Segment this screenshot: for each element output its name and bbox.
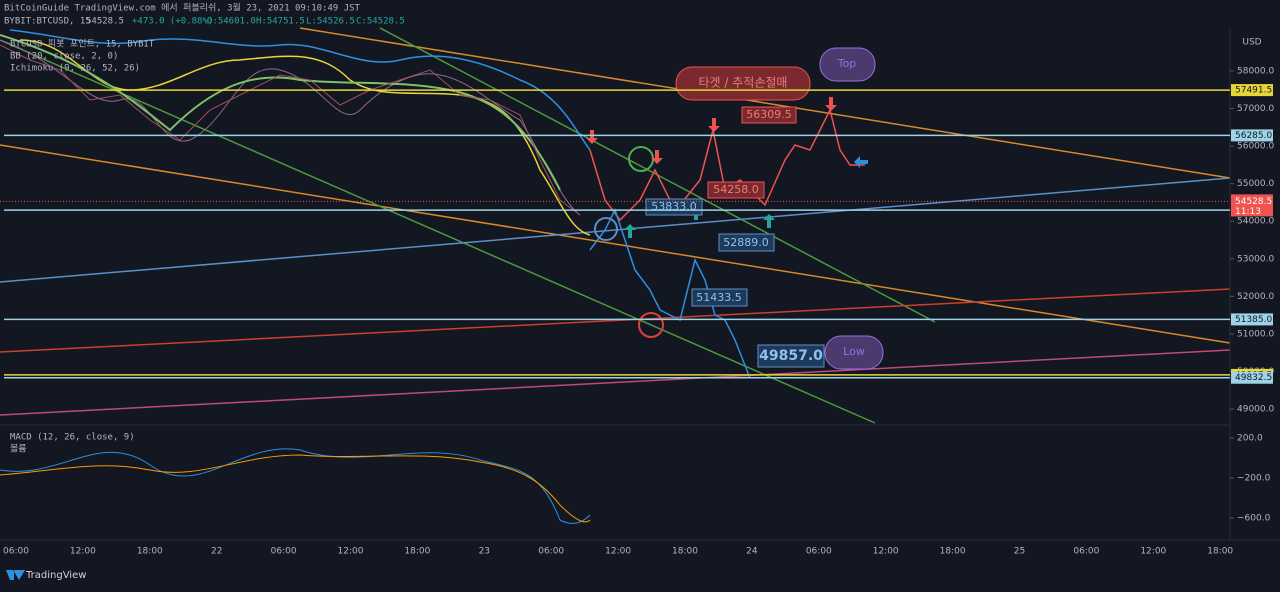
time-tick-label: 06:00 bbox=[806, 547, 832, 557]
target-bubble bbox=[675, 66, 811, 101]
annotation: 51433.5 bbox=[696, 291, 742, 304]
annotation: Low bbox=[843, 345, 865, 358]
price-tick-label: 49000.0 bbox=[1237, 405, 1274, 415]
volume-title: 볼륨 bbox=[10, 444, 27, 455]
footer-brand: TradingView bbox=[25, 570, 86, 581]
price-tick-label: 54000.0 bbox=[1237, 217, 1274, 227]
publish-info: BitCoinGuide TradingView.com 에서 퍼블리쉬, 3월… bbox=[4, 2, 361, 14]
price-tick-label: 55000.0 bbox=[1237, 179, 1274, 189]
ohlc: C:54528.5 bbox=[356, 17, 405, 27]
countdown: 11:13 bbox=[1235, 207, 1261, 217]
annotation-box bbox=[718, 233, 775, 252]
symbol: BYBIT:BTCUSD, 15 bbox=[4, 17, 91, 27]
time-tick-label: 12:00 bbox=[1140, 547, 1166, 557]
level-label: 51385.0 bbox=[1235, 315, 1272, 325]
price-tick-label: 51000.0 bbox=[1237, 329, 1274, 339]
annotation: 타겟 / 추적손절매 bbox=[699, 76, 788, 90]
current-label: 54528.5 bbox=[1235, 197, 1272, 207]
annotation: 56309.5 bbox=[746, 108, 792, 121]
price-tick-label: 57000.0 bbox=[1237, 104, 1274, 114]
time-tick-label: 06:00 bbox=[271, 547, 297, 557]
price-tick-label: 56000.0 bbox=[1237, 142, 1274, 152]
time-tick-label: 18:00 bbox=[404, 547, 430, 557]
time-tick-label: 06:00 bbox=[3, 547, 29, 557]
macd-tick-label: −200.0 bbox=[1237, 474, 1271, 484]
ohlc: H:54751.5 bbox=[256, 17, 305, 27]
annotation-box bbox=[691, 288, 748, 307]
ohlc: O:54601.0 bbox=[207, 17, 256, 27]
top-bubble bbox=[819, 47, 876, 82]
annotation: 49857.0 bbox=[759, 348, 823, 364]
annotation-box bbox=[707, 181, 765, 199]
time-tick-label: 12:00 bbox=[70, 547, 96, 557]
current-tag bbox=[1231, 194, 1273, 217]
annotation-box bbox=[741, 106, 797, 124]
price-unit: USD bbox=[1242, 38, 1261, 48]
annotation: 53833.0 bbox=[651, 200, 697, 213]
time-tick-label: 23 bbox=[479, 547, 490, 557]
low-bubble bbox=[824, 335, 884, 370]
macd-title: MACD (12, 26, close, 9) bbox=[10, 433, 135, 443]
level-tag bbox=[1231, 129, 1273, 142]
last-price: 54528.5 bbox=[86, 17, 124, 27]
ohlc: L:54526.5 bbox=[306, 17, 355, 27]
indicator: BTCUSD 피봇 포인트, 15, BYBIT bbox=[10, 39, 155, 50]
indicator: Ichimoku (9, 26, 52, 26) bbox=[10, 64, 140, 74]
annotation: 54258.0 bbox=[713, 183, 759, 196]
time-tick-label: 18:00 bbox=[940, 547, 966, 557]
annotation: Top bbox=[837, 57, 857, 70]
time-tick-label: 18:00 bbox=[1207, 547, 1233, 557]
level-tag bbox=[1231, 84, 1273, 97]
time-tick-label: 25 bbox=[1014, 547, 1025, 557]
logo bbox=[6, 570, 25, 580]
price-tick-label: 58000.0 bbox=[1237, 67, 1274, 77]
level-label: 57491.5 bbox=[1235, 86, 1272, 96]
level-tag bbox=[1231, 371, 1273, 384]
time-tick-label: 06:00 bbox=[538, 547, 564, 557]
price-tick-label: 52000.0 bbox=[1237, 292, 1274, 302]
level-tag bbox=[1231, 313, 1273, 326]
header: BitCoinGuide TradingView.com 에서 퍼블리쉬, 3월… bbox=[4, 2, 405, 455]
annotation-box bbox=[757, 344, 825, 368]
macd-tick-label: −600.0 bbox=[1237, 514, 1271, 524]
time-tick-label: 12:00 bbox=[605, 547, 631, 557]
time-tick-label: 18:00 bbox=[137, 547, 163, 557]
time-tick-label: 12:00 bbox=[873, 547, 899, 557]
time-tick-label: 22 bbox=[211, 547, 222, 557]
macd-tick-label: 200.0 bbox=[1237, 434, 1263, 444]
time-tick-label: 12:00 bbox=[338, 547, 364, 557]
level-label: 49832.5 bbox=[1235, 373, 1272, 383]
indicator: BB (20, close, 2, 0) bbox=[10, 52, 118, 62]
price-tick-label: 53000.0 bbox=[1237, 254, 1274, 264]
annotation: 52889.0 bbox=[723, 236, 769, 249]
time-tick-label: 06:00 bbox=[1073, 547, 1099, 557]
level-label: 56285.0 bbox=[1235, 131, 1272, 141]
change: +473.0 (+0.88%) bbox=[132, 17, 213, 27]
time-tick-label: 18:00 bbox=[672, 547, 698, 557]
annotation-box bbox=[645, 198, 703, 216]
time-tick-label: 24 bbox=[746, 547, 758, 557]
